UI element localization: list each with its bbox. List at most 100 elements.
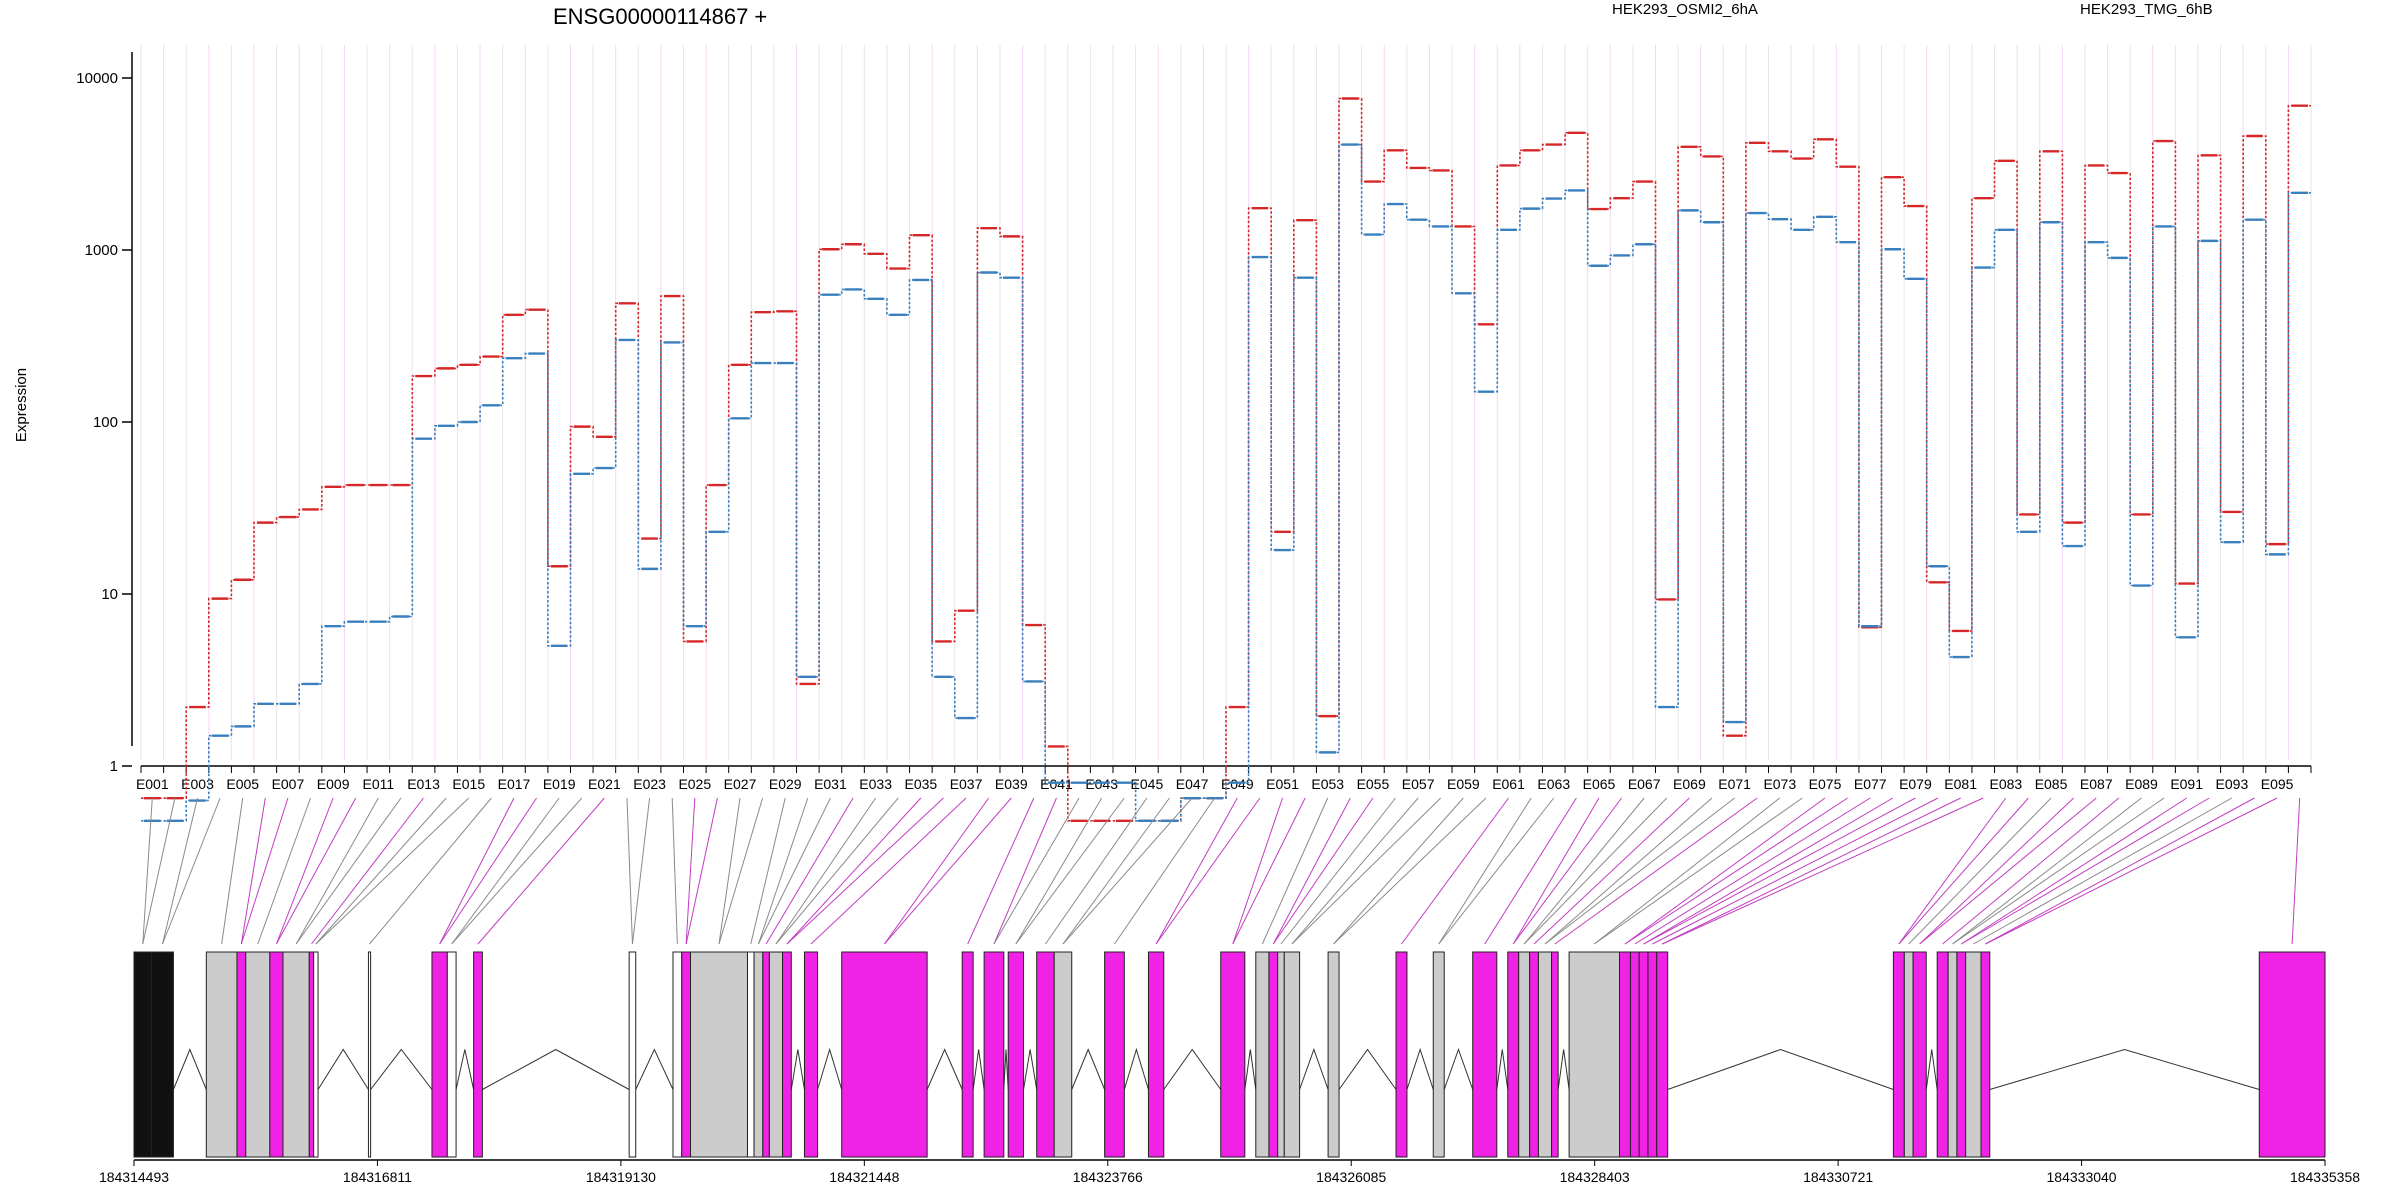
exon-connector bbox=[685, 797, 696, 945]
exon-connector bbox=[757, 797, 831, 945]
exon-block bbox=[1618, 951, 1631, 1158]
exon-connector bbox=[1155, 797, 1261, 945]
exon-connector bbox=[142, 797, 176, 945]
exon-block bbox=[473, 951, 483, 1158]
exon-block bbox=[1936, 951, 1949, 1158]
x-tick-label: E091 bbox=[2170, 776, 2203, 792]
exon-connector bbox=[1438, 797, 1532, 945]
exon-block bbox=[1327, 951, 1340, 1158]
exon-gridlines bbox=[140, 45, 2312, 760]
exon-connector bbox=[1512, 797, 1600, 945]
x-tick-label: E095 bbox=[2261, 776, 2294, 792]
x-axis: E001 E003 E005 E007 E009 E011 E013 E015 E017 E019… bbox=[136, 765, 2312, 792]
x-tick-label: E043 bbox=[1085, 776, 1118, 792]
intron bbox=[1023, 1049, 1038, 1090]
intron bbox=[1071, 1048, 1106, 1090]
exon-connector bbox=[1291, 797, 1419, 945]
intron bbox=[926, 1048, 963, 1090]
exon-connector bbox=[1523, 797, 1668, 945]
exon-connector bbox=[1593, 797, 1781, 945]
exon-block bbox=[1568, 951, 1620, 1158]
x-tick-label: E013 bbox=[407, 776, 440, 792]
exon-connector bbox=[884, 797, 1012, 945]
x-tick-label: E071 bbox=[1718, 776, 1751, 792]
exon-connector bbox=[451, 797, 560, 945]
genomic-coordinate-axis: 184314493 184316811 184319130 184321448 1843… bbox=[99, 1159, 2360, 1185]
y-tick-label: 100 bbox=[93, 414, 118, 431]
exon-connector bbox=[369, 797, 492, 945]
x-tick-label: E079 bbox=[1899, 776, 1932, 792]
exon-block bbox=[2258, 951, 2326, 1158]
x-tick-label: E009 bbox=[317, 776, 350, 792]
exon-connector bbox=[1624, 797, 1826, 945]
exon-block bbox=[205, 951, 238, 1158]
exon-connector bbox=[1594, 797, 1803, 945]
exon-block bbox=[983, 951, 1005, 1158]
coord-tick-label: 184328403 bbox=[1560, 1169, 1630, 1185]
exon-connector bbox=[1438, 797, 1555, 945]
exon-block bbox=[1036, 951, 1055, 1158]
x-tick-label: E047 bbox=[1176, 776, 1209, 792]
intron bbox=[172, 1048, 207, 1090]
exon-connector bbox=[1919, 797, 2075, 945]
exon-connector bbox=[1652, 797, 1939, 945]
x-tick-label: E039 bbox=[995, 776, 1028, 792]
exon-block bbox=[1147, 951, 1165, 1158]
exon-connector bbox=[1062, 797, 1193, 945]
exon-connector bbox=[1952, 797, 2142, 945]
exon-connector bbox=[1272, 797, 1374, 945]
exon-connector bbox=[1544, 797, 1713, 945]
x-tick-label: E069 bbox=[1673, 776, 1706, 792]
x-tick-label: E093 bbox=[2216, 776, 2249, 792]
exon-block bbox=[1629, 951, 1640, 1158]
exon-connector bbox=[884, 797, 990, 945]
exon-connector bbox=[257, 797, 312, 945]
x-tick-label: E051 bbox=[1266, 776, 1299, 792]
y-tick-label: 1 bbox=[110, 758, 118, 775]
exon-connector bbox=[1973, 797, 2233, 945]
exon-connector bbox=[1155, 797, 1238, 945]
exon-connector bbox=[631, 797, 651, 945]
intron bbox=[1989, 1048, 2260, 1090]
exon-connector bbox=[1272, 797, 1351, 945]
exon-connector bbox=[775, 797, 899, 945]
exon-connector bbox=[240, 797, 266, 945]
x-tick-label: E055 bbox=[1357, 776, 1390, 792]
exon-block bbox=[1053, 951, 1073, 1158]
x-tick-label: E027 bbox=[724, 776, 757, 792]
intron bbox=[1163, 1048, 1222, 1090]
intron bbox=[317, 1048, 369, 1090]
exon-connector bbox=[1634, 797, 1871, 945]
exon-connector bbox=[1898, 797, 2007, 945]
exon-block bbox=[1507, 951, 1520, 1158]
exon-connector bbox=[775, 797, 877, 945]
exon-connector bbox=[1484, 797, 1577, 945]
exon-connector bbox=[1015, 797, 1125, 945]
exon-block bbox=[1518, 951, 1531, 1158]
exon-connector bbox=[1523, 797, 1645, 945]
coord-tick-label: 184316811 bbox=[343, 1169, 412, 1185]
exon-block bbox=[1277, 951, 1285, 1158]
x-tick-label: E059 bbox=[1447, 776, 1480, 792]
coord-tick-label: 184333040 bbox=[2047, 1169, 2117, 1185]
exon-block bbox=[1656, 951, 1669, 1158]
x-tick-label: E021 bbox=[588, 776, 621, 792]
intron bbox=[1557, 1049, 1570, 1090]
x-tick-label: E003 bbox=[181, 776, 214, 792]
exon-block bbox=[1956, 951, 1967, 1158]
exon-block bbox=[1638, 951, 1649, 1158]
exon-connector bbox=[671, 797, 678, 945]
exon-connector bbox=[161, 797, 198, 945]
exon-connector bbox=[1062, 797, 1170, 945]
exon-connector bbox=[1333, 797, 1464, 945]
exon-connector bbox=[311, 797, 424, 945]
x-tick-label: E083 bbox=[1989, 776, 2022, 792]
intron bbox=[1496, 1049, 1509, 1090]
exon-block bbox=[308, 951, 315, 1158]
exon-connector bbox=[1544, 797, 1735, 945]
exon-connector bbox=[750, 797, 786, 945]
x-tick-label: E031 bbox=[814, 776, 847, 792]
exon-connector bbox=[1662, 797, 1984, 945]
intron bbox=[370, 1048, 433, 1090]
exon-connector bbox=[240, 797, 289, 945]
